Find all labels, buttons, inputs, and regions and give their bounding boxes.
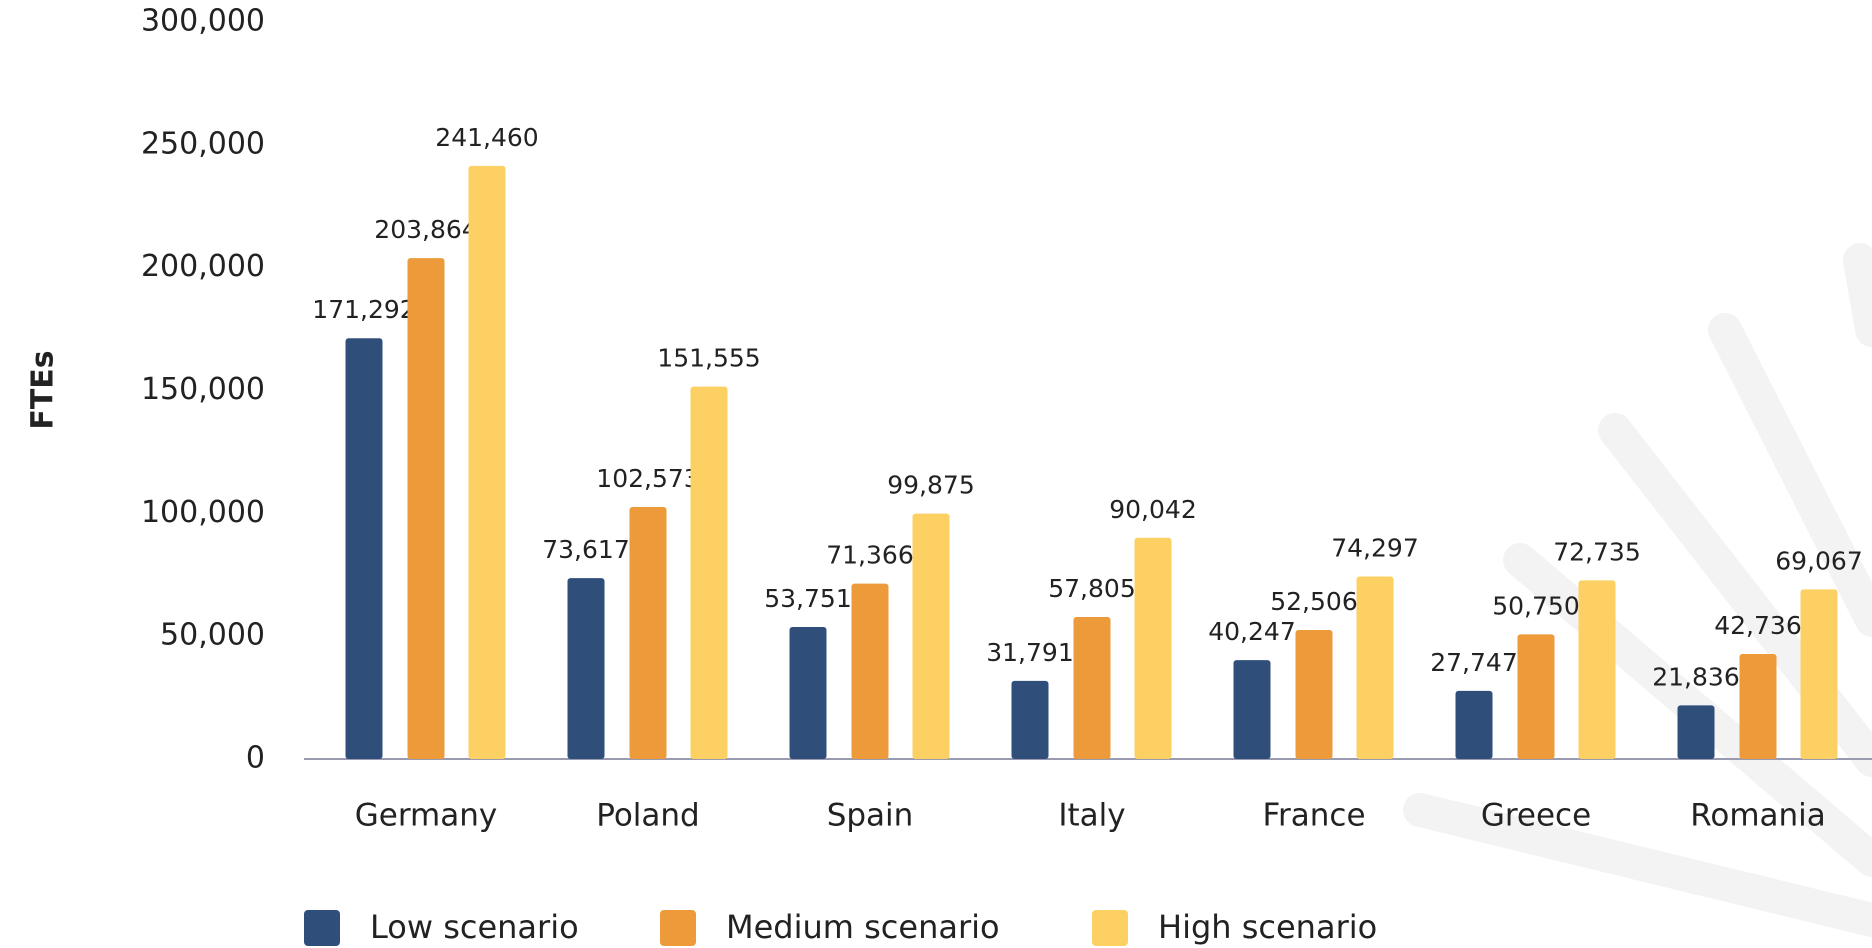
- bar: [345, 338, 383, 759]
- bar: [690, 386, 728, 759]
- x-tick-label: Greece: [1481, 798, 1591, 834]
- data-label: 42,736: [1714, 611, 1801, 640]
- bar: [407, 258, 445, 759]
- data-label: 21,836: [1652, 662, 1739, 691]
- data-label: 151,555: [657, 344, 760, 373]
- data-label: 71,366: [826, 541, 913, 570]
- bar: [1073, 616, 1111, 759]
- legend-swatch: [660, 910, 696, 946]
- data-label: 99,875: [887, 471, 974, 500]
- data-label: 50,750: [1492, 591, 1579, 620]
- bar: [789, 626, 827, 759]
- data-label: 31,791: [986, 638, 1073, 667]
- data-label: 203,864: [374, 215, 477, 244]
- bar: [1578, 580, 1616, 759]
- bar: [851, 583, 889, 759]
- data-label: 171,292: [312, 295, 415, 324]
- bar: [629, 507, 667, 759]
- data-label: 53,751: [764, 584, 851, 613]
- data-label: 102,573: [596, 464, 699, 493]
- bar: [468, 165, 506, 760]
- bar: [1295, 630, 1333, 759]
- data-label: 40,247: [1208, 617, 1295, 646]
- bar: [1517, 634, 1555, 759]
- y-tick-label: 200,000: [141, 249, 265, 284]
- bar: [1739, 654, 1777, 759]
- bar: [1134, 537, 1172, 759]
- x-tick-label: Poland: [596, 798, 700, 834]
- bar: [1455, 690, 1493, 759]
- data-label: 72,735: [1553, 537, 1640, 566]
- y-tick-label: 300,000: [141, 4, 265, 39]
- legend-swatch: [304, 910, 340, 946]
- y-tick-label: 100,000: [141, 495, 265, 530]
- data-label: 57,805: [1048, 574, 1135, 603]
- data-label: 27,747: [1430, 648, 1517, 677]
- bar: [912, 513, 950, 759]
- data-label: 74,297: [1331, 533, 1418, 562]
- bar: [1677, 705, 1715, 759]
- x-tick-label: France: [1262, 798, 1365, 834]
- data-label: 241,460: [435, 123, 538, 152]
- x-tick-label: Spain: [827, 798, 914, 834]
- y-axis-label: FTEs: [26, 350, 61, 429]
- x-tick-label: Germany: [355, 798, 497, 834]
- data-label: 73,617: [542, 535, 629, 564]
- x-tick-label: Romania: [1690, 798, 1826, 834]
- y-tick-label: 50,000: [160, 618, 265, 653]
- legend-label: High scenario: [1158, 908, 1377, 946]
- bar: [1800, 589, 1838, 759]
- y-tick-label: 0: [246, 741, 265, 776]
- y-tick-label: 250,000: [141, 126, 265, 161]
- bar: [567, 578, 605, 759]
- bar: [1233, 660, 1271, 759]
- data-label: 90,042: [1109, 495, 1196, 524]
- legend-label: Low scenario: [370, 908, 579, 946]
- x-tick-label: Italy: [1058, 798, 1125, 834]
- bar: [1011, 680, 1049, 759]
- data-label: 69,067: [1775, 546, 1862, 575]
- bar: [1356, 576, 1394, 759]
- y-tick-label: 150,000: [141, 372, 265, 407]
- data-label: 52,506: [1270, 587, 1357, 616]
- legend-label: Medium scenario: [726, 908, 1000, 946]
- legend-swatch: [1092, 910, 1128, 946]
